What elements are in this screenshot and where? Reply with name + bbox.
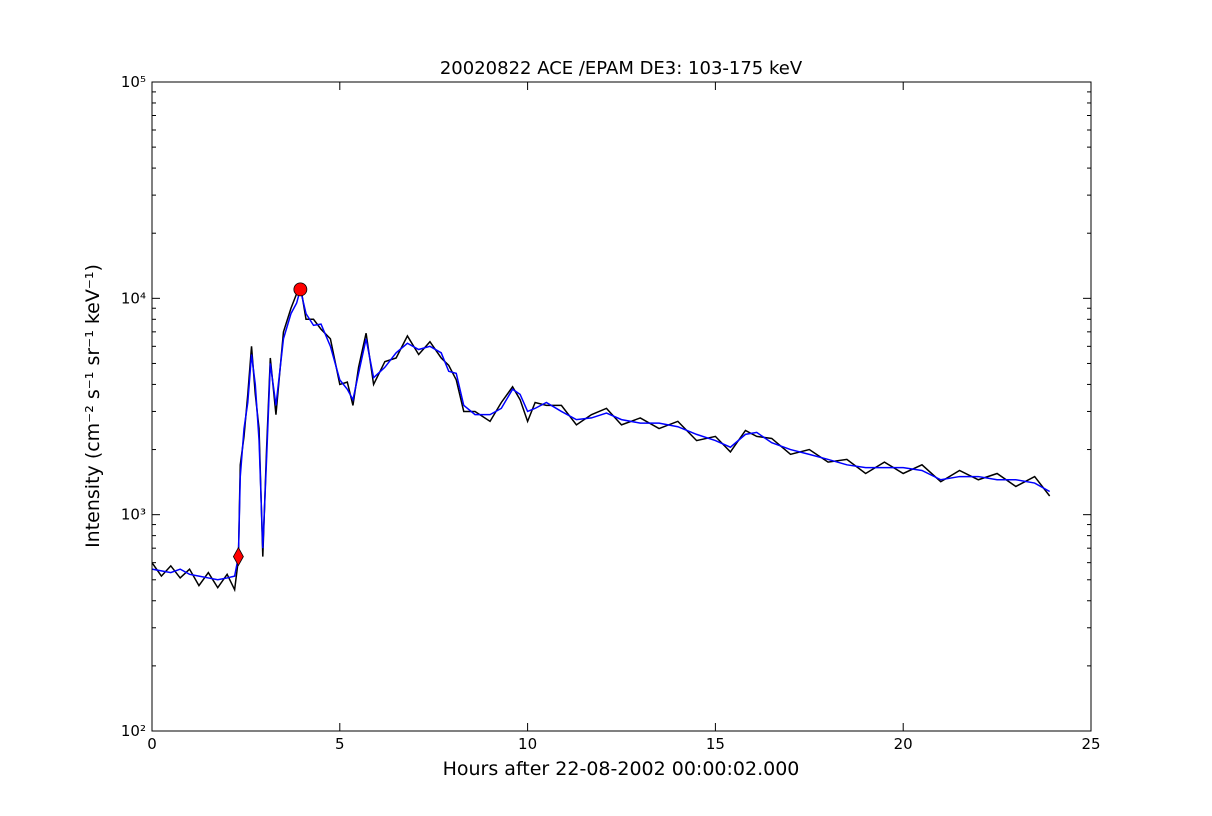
onset-marker — [232, 546, 244, 567]
x-tick-label: 5 — [335, 735, 345, 753]
y-tick-label: 10² — [121, 722, 146, 740]
y-axis-label: Intensity (cm⁻² s⁻¹ sr⁻¹ keV⁻¹) — [82, 264, 104, 548]
x-axis-label: Hours after 22-08-2002 00:00:02.000 — [443, 758, 800, 780]
y-tick-label: 10⁴ — [121, 289, 146, 307]
y-tick-label: 10⁵ — [121, 73, 146, 91]
x-tick-label: 20 — [894, 735, 913, 753]
x-tick-label: 25 — [1081, 735, 1100, 753]
peak-marker — [293, 282, 308, 297]
x-tick-label: 15 — [706, 735, 725, 753]
x-tick-label: 10 — [518, 735, 537, 753]
plot-frame — [151, 81, 1092, 732]
series-line — [151, 289, 1051, 581]
y-tick-label: 10³ — [121, 506, 146, 524]
series-line — [151, 282, 1051, 593]
chart-title: 20020822 ACE /EPAM DE3: 103-175 keV — [440, 58, 803, 79]
x-tick-label: 0 — [147, 735, 157, 753]
